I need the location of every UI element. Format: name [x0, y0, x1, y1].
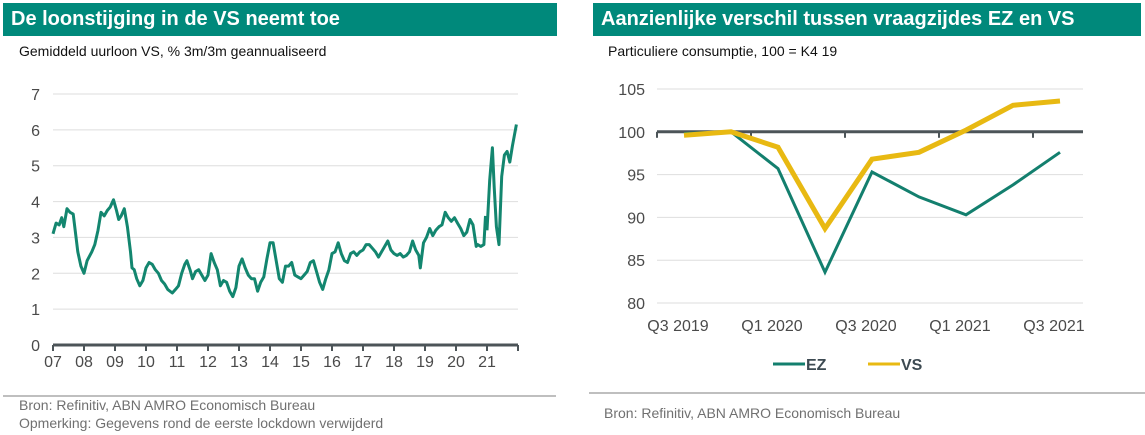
y-tick-label: 0: [31, 338, 40, 355]
y-tick-label: 105: [618, 82, 645, 99]
left-chart-subtitle: Gemiddeld uurloon VS, % 3m/3m geannualis…: [19, 43, 327, 59]
y-tick-label: 5: [31, 159, 40, 176]
x-tick-label: 18: [385, 354, 403, 371]
y-tick-label: 2: [31, 266, 40, 283]
right-source-text: Bron: Refinitiv, ABN AMRO Economisch Bur…: [604, 405, 901, 421]
legend-label: EZ: [806, 357, 827, 374]
x-tick-label: Q3 2019: [647, 318, 708, 335]
y-tick-label: 90: [627, 210, 645, 227]
x-tick-label: 09: [106, 354, 124, 371]
wage-growth-panel: De loonstijging in de VS neemt toe Gemid…: [0, 0, 560, 435]
x-tick-label: 08: [75, 354, 93, 371]
y-tick-label: 95: [627, 168, 645, 185]
y-tick-label: 100: [618, 125, 645, 142]
wage-growth-line-segment: [51, 198, 487, 299]
right-chart-title: Aanzienlijke verschil tussen vraagzijdes…: [593, 3, 1141, 36]
legend-item-ez: EZ: [773, 357, 827, 374]
right-source-divider: [589, 392, 1145, 394]
wage-growth-line-segment: [485, 124, 518, 247]
left-chart-title: De loonstijging in de VS neemt toe: [3, 3, 557, 36]
x-tick-label: Q1 2020: [741, 318, 802, 335]
left-source-divider: [3, 395, 556, 397]
left-source-text: Bron: Refinitiv, ABN AMRO Economisch Bur…: [19, 397, 316, 413]
x-tick-label: 11: [169, 354, 186, 371]
x-tick-label: Q3 2021: [1023, 318, 1084, 335]
x-tick-label: 17: [354, 354, 372, 371]
x-tick-label: 07: [44, 354, 62, 371]
y-tick-label: 1: [31, 302, 40, 319]
y-tick-label: 6: [31, 123, 40, 140]
x-tick-label: 10: [137, 354, 155, 371]
x-tick-label: 21: [478, 354, 496, 371]
legend: EZ VS: [773, 357, 923, 374]
x-tick-label: 13: [230, 354, 248, 371]
y-tick-label: 4: [31, 195, 40, 212]
right-chart-subtitle: Particuliere consumptie, 100 = K4 19: [608, 43, 838, 59]
series-line-ez: [683, 130, 1061, 276]
y-tick-label: 3: [31, 230, 40, 247]
x-tick-label: Q3 2020: [835, 318, 896, 335]
series-line-vs: [683, 98, 1061, 234]
consumption-chart: 80 85 90 95 100 105 Q3 2019 Q1 2020 Q3 2020 Q1 20…: [618, 82, 1084, 374]
y-tick-label: 7: [31, 87, 40, 104]
y-tick-label: 85: [627, 253, 645, 270]
y-tick-label: 80: [627, 296, 645, 313]
legend-label: VS: [901, 357, 923, 374]
x-tick-label: 15: [292, 354, 310, 371]
x-tick-label: 16: [323, 354, 341, 371]
x-tick-label: Q1 2021: [929, 318, 990, 335]
x-tick-label: 12: [199, 354, 217, 371]
x-tick-label: 14: [261, 354, 279, 371]
legend-item-vs: VS: [868, 357, 923, 374]
left-note-text: Opmerking: Gegevens rond de eerste lockd…: [19, 415, 384, 431]
x-tick-label: 20: [447, 354, 465, 371]
consumption-panel: Aanzienlijke verschil tussen vraagzijdes…: [585, 0, 1145, 435]
x-tick-label: 19: [416, 354, 434, 371]
